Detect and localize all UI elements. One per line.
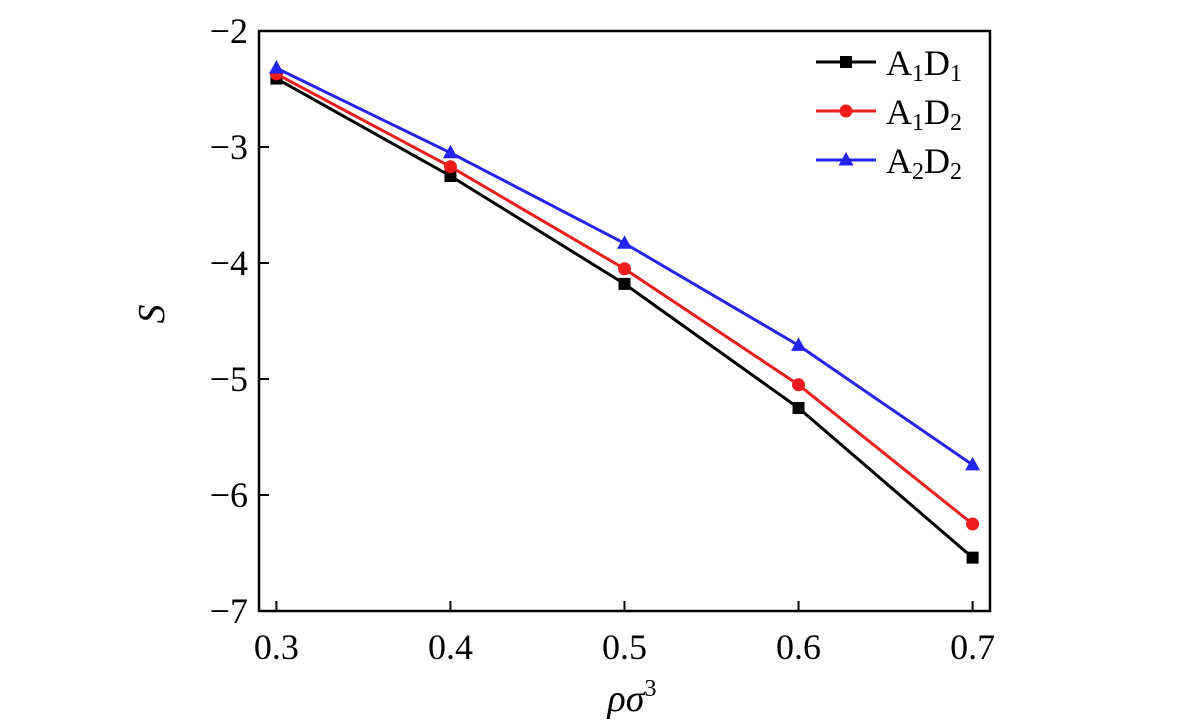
data-point (617, 235, 632, 249)
legend-label-subscript: 2 (950, 110, 962, 136)
data-point (791, 337, 807, 351)
x-tick-label: 0.4 (428, 627, 473, 667)
legend-label-base: A (886, 92, 912, 132)
legend-label-subscript: 1 (912, 61, 924, 87)
data-point (965, 456, 981, 471)
legend-marker (840, 56, 852, 68)
data-point (792, 378, 806, 392)
y-axis-label: S (131, 305, 173, 324)
y-tick-label: −7 (210, 591, 248, 631)
data-point (268, 60, 284, 74)
legend-item: A2D2 (816, 141, 962, 185)
series-A1D2 (269, 67, 980, 531)
legend-label-base: D (924, 141, 950, 181)
x-axis-label-base: ρσ (607, 678, 646, 720)
series-line (275, 77, 974, 559)
x-axis-label-superscript: 3 (644, 676, 656, 702)
y-tick-label: −4 (210, 243, 248, 283)
x-tick-label: 0.5 (602, 627, 647, 667)
series-line (275, 72, 974, 526)
series-A2D2 (268, 60, 981, 471)
plot-frame (257, 29, 992, 613)
x-axis-label: ρσ3 (607, 676, 657, 720)
data-point (444, 170, 457, 182)
y-tick-label: −5 (210, 359, 248, 399)
series-layer (268, 60, 981, 564)
data-point (966, 517, 980, 531)
y-tick-label: −2 (210, 11, 248, 51)
legend-label-subscript: 1 (950, 61, 962, 87)
legend-label: A1D2 (886, 92, 962, 136)
legend-label-subscript: 1 (912, 110, 924, 136)
legend-label-base: A (886, 141, 912, 181)
y-tick-label: −6 (210, 475, 248, 515)
data-point (443, 160, 457, 174)
legend-marker (838, 152, 854, 166)
data-point (966, 551, 979, 564)
legend-marker (839, 104, 853, 118)
data-point (442, 144, 458, 159)
legend-label-base: D (924, 92, 950, 132)
legend-item: A1D2 (816, 92, 962, 136)
legend-item: A1D1 (816, 43, 962, 87)
data-point (792, 402, 805, 414)
legend-label: A2D2 (886, 141, 962, 185)
legend-label-base: A (886, 43, 912, 83)
x-tick-label: 0.6 (776, 627, 821, 667)
y-tick-label: −3 (210, 127, 248, 167)
legend-label-base: D (924, 43, 950, 83)
axis-ticks: 0.3 0.4 0.5 0.6 0.7 −2 −3 −4 −5 −6 −7 (210, 11, 995, 667)
legend-label-subscript: 2 (950, 159, 962, 185)
x-tick-label: 0.7 (950, 627, 995, 667)
data-point (618, 262, 631, 276)
legend-label: A1D1 (886, 43, 962, 87)
legend-label-subscript: 2 (912, 159, 924, 185)
series-A1D1 (270, 72, 979, 564)
x-tick-label: 0.3 (254, 627, 299, 667)
data-point (618, 277, 631, 290)
